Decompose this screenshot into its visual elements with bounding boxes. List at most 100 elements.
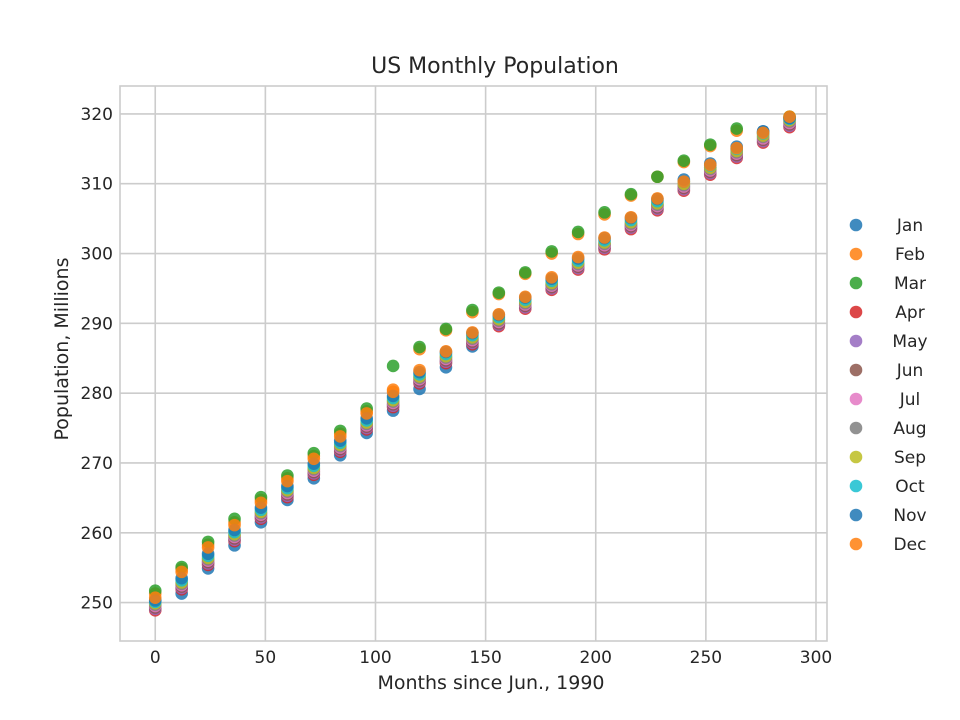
grid-layer	[120, 86, 827, 641]
legend-marker	[849, 479, 863, 493]
data-point	[492, 286, 506, 299]
data-point	[651, 170, 664, 184]
series-jul	[148, 116, 796, 613]
x-tick-labels: 0 50 100 150 200 250 300	[150, 648, 832, 668]
data-point	[677, 154, 691, 167]
series-may	[148, 119, 796, 616]
legend-marker	[849, 276, 863, 290]
legend-label: Jan	[896, 216, 923, 236]
legend-item: Jul	[849, 390, 921, 410]
y-tick-label: 260	[81, 524, 113, 544]
x-tick-label: 250	[690, 648, 722, 668]
y-tick-label: 290	[81, 314, 113, 334]
legend-marker	[849, 450, 863, 464]
legend-label: Dec	[894, 535, 927, 555]
x-tick-label: 200	[580, 648, 612, 668]
data-point	[386, 359, 400, 373]
data-point	[518, 290, 532, 304]
legend-item: May	[849, 332, 928, 352]
data-point	[466, 303, 479, 317]
legend-item: Jan	[849, 216, 923, 236]
data-point	[624, 210, 638, 224]
data-point	[598, 206, 611, 219]
legend-marker	[849, 218, 863, 232]
series-oct	[148, 112, 796, 609]
legend-label: Feb	[895, 245, 925, 265]
y-tick-labels: 250 260 270 280 290 300 310 320	[81, 105, 113, 614]
legend-item: Feb	[849, 245, 925, 265]
data-point	[201, 541, 215, 554]
x-tick-label: 50	[255, 648, 277, 668]
data-point	[175, 565, 188, 579]
y-tick-label: 310	[81, 175, 113, 195]
points-layer	[148, 110, 796, 617]
legend-label: Sep	[894, 448, 926, 468]
data-point	[756, 126, 770, 140]
legend-item: Oct	[849, 477, 925, 497]
series-dec	[148, 110, 796, 605]
legend-label: May	[892, 332, 927, 352]
data-point	[466, 326, 479, 339]
data-point	[545, 270, 558, 284]
data-point	[413, 363, 426, 377]
data-point	[571, 250, 585, 264]
data-point	[413, 340, 426, 354]
legend-marker	[849, 305, 863, 319]
legend-label: Apr	[895, 303, 924, 323]
legend-item: Sep	[849, 448, 926, 468]
data-point	[281, 474, 294, 488]
legend-item: Jun	[849, 361, 924, 381]
data-point	[439, 344, 453, 358]
legend-item: Mar	[849, 274, 926, 294]
data-point	[624, 187, 638, 201]
legend-label: Oct	[895, 477, 925, 497]
data-point	[254, 496, 268, 510]
data-point	[492, 307, 506, 321]
legend-label: Mar	[894, 274, 926, 294]
legend-marker	[849, 508, 863, 522]
legend-marker	[849, 537, 863, 551]
legend-label: Jul	[899, 390, 921, 410]
data-point	[730, 141, 743, 155]
x-tick-label: 100	[359, 648, 391, 668]
data-point	[148, 591, 162, 605]
data-point	[228, 518, 241, 532]
series-apr	[148, 120, 796, 617]
data-point	[307, 452, 321, 466]
x-axis-label: Months since Jun., 1990	[377, 672, 604, 694]
legend-label: Aug	[893, 419, 926, 439]
series-jun	[148, 118, 796, 614]
series-aug	[148, 115, 796, 611]
data-point	[703, 158, 717, 172]
legend: Jan Feb Mar Apr May Jun Jul Aug Sep Oct Nov Dec	[849, 216, 928, 555]
y-tick-label: 270	[81, 454, 113, 474]
legend-label: Jun	[896, 361, 924, 381]
x-tick-label: 0	[150, 648, 161, 668]
legend-marker	[849, 392, 863, 406]
data-point	[730, 122, 743, 135]
data-point	[703, 138, 717, 151]
x-tick-label: 150	[469, 648, 501, 668]
x-tick-label: 300	[800, 648, 832, 668]
data-point	[571, 225, 585, 239]
chart-title: US Monthly Population	[371, 54, 619, 79]
legend-item: Nov	[849, 506, 927, 526]
y-tick-label: 300	[81, 245, 113, 265]
data-point	[518, 266, 532, 279]
data-point	[677, 175, 691, 188]
data-point	[783, 110, 796, 124]
data-point	[333, 430, 347, 443]
data-point	[651, 192, 664, 205]
legend-label: Nov	[893, 506, 926, 526]
legend-marker	[849, 334, 863, 348]
legend-marker	[849, 421, 863, 435]
data-point	[439, 322, 453, 336]
legend-item: Aug	[849, 419, 927, 439]
series-sep	[148, 113, 796, 610]
y-tick-label: 250	[81, 594, 113, 614]
data-point	[386, 385, 400, 399]
y-tick-label: 320	[81, 105, 113, 125]
legend-marker	[849, 363, 863, 377]
